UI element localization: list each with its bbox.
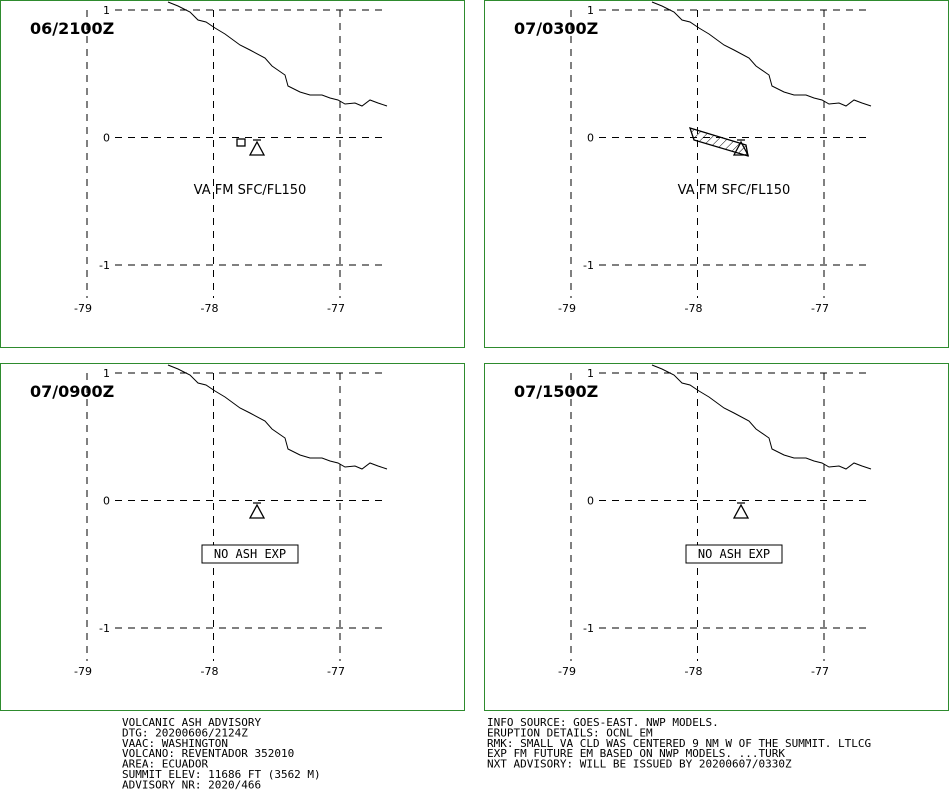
- map-panel: -79 -78 -77 1 0 -1 07/0300Z VA FM SFC/FL150: [484, 0, 949, 348]
- lat-tick-label: 0: [587, 495, 594, 508]
- coastline: [651, 364, 872, 470]
- coastline: [651, 1, 872, 107]
- ash-label: NO ASH EXP: [214, 547, 286, 561]
- volcano-symbol: [248, 502, 266, 519]
- lat-tick-label: 0: [103, 132, 110, 145]
- valid-time: 07/0900Z: [30, 382, 114, 401]
- lon-tick-label: -78: [685, 302, 703, 315]
- advisory-line: AREA: ECUADOR: [122, 758, 208, 771]
- ash-label: VA FM SFC/FL150: [194, 183, 307, 198]
- coastline: [167, 364, 388, 470]
- lat-tick-label: -1: [583, 622, 594, 635]
- panel-frame: [484, 0, 949, 348]
- volcano-symbol: [248, 139, 266, 156]
- lat-tick-label: -1: [583, 259, 594, 272]
- panel-frame: [0, 0, 465, 348]
- lat-tick-label: 1: [103, 367, 110, 380]
- valid-time: 06/2100Z: [30, 19, 114, 38]
- ash-label: VA FM SFC/FL150: [678, 183, 791, 198]
- volcano-symbol: [732, 502, 750, 519]
- lon-tick-label: -79: [558, 665, 576, 678]
- ash-label: NO ASH EXP: [698, 547, 770, 561]
- lon-tick-label: -79: [74, 302, 92, 315]
- advisory-line: ADVISORY NR: 2020/466: [122, 778, 261, 791]
- lon-tick-label: -77: [327, 302, 345, 315]
- advisory-line: ERUPTION DETAILS: OCNL EM: [487, 726, 653, 739]
- lon-tick-label: -79: [558, 302, 576, 315]
- lon-tick-label: -78: [685, 665, 703, 678]
- lat-tick-label: 1: [587, 4, 594, 17]
- advisory-line: VOLCANIC ASH ADVISORY: [122, 716, 261, 729]
- map-panel: -79 -78 -77 1 0 -1 07/1500Z NO ASH EXP: [484, 363, 949, 711]
- lat-tick-label: -1: [99, 259, 110, 272]
- lat-tick-label: 0: [587, 132, 594, 145]
- lon-tick-label: -77: [327, 665, 345, 678]
- lon-tick-label: -78: [201, 302, 219, 315]
- advisory-line: VAAC: WASHINGTON: [122, 737, 228, 750]
- map-panel: -79 -78 -77 1 0 -1 07/0900Z NO ASH EXP: [0, 363, 465, 711]
- map-panel: -79 -78 -77 1 0 -1 06/2100Z VA FM SFC/FL150: [0, 0, 465, 348]
- advisory-line: RMK: SMALL VA CLD WAS CENTERED 9 NM W OF…: [487, 737, 871, 750]
- lat-tick-label: 1: [587, 367, 594, 380]
- valid-time: 07/0300Z: [514, 19, 598, 38]
- lon-tick-label: -78: [201, 665, 219, 678]
- panel-frame: [0, 363, 465, 711]
- valid-time: 07/1500Z: [514, 382, 598, 401]
- lat-tick-label: 1: [103, 4, 110, 17]
- ash-area: [236, 138, 246, 147]
- ash-area: [688, 127, 749, 157]
- lon-tick-label: -79: [74, 665, 92, 678]
- coastline: [167, 1, 388, 107]
- advisory-line: EXP FM FUTURE EM BASED ON NWP MODELS. ..…: [487, 747, 785, 760]
- advisory-line: VOLCANO: REVENTADOR 352010: [122, 747, 294, 760]
- label-box: [685, 544, 783, 564]
- advisory-line: NXT ADVISORY: WILL BE ISSUED BY 20200607…: [487, 758, 792, 771]
- label-box: [201, 544, 299, 564]
- panel-frame: [484, 363, 949, 711]
- advisory-line: DTG: 20200606/2124Z: [122, 726, 248, 739]
- lat-tick-label: -1: [99, 622, 110, 635]
- lat-tick-label: 0: [103, 495, 110, 508]
- lon-tick-label: -77: [811, 302, 829, 315]
- advisory-line: INFO SOURCE: GOES-EAST. NWP MODELS.: [487, 716, 719, 729]
- advisory-line: SUMMIT ELEV: 11686 FT (3562 M): [122, 768, 321, 781]
- lon-tick-label: -77: [811, 665, 829, 678]
